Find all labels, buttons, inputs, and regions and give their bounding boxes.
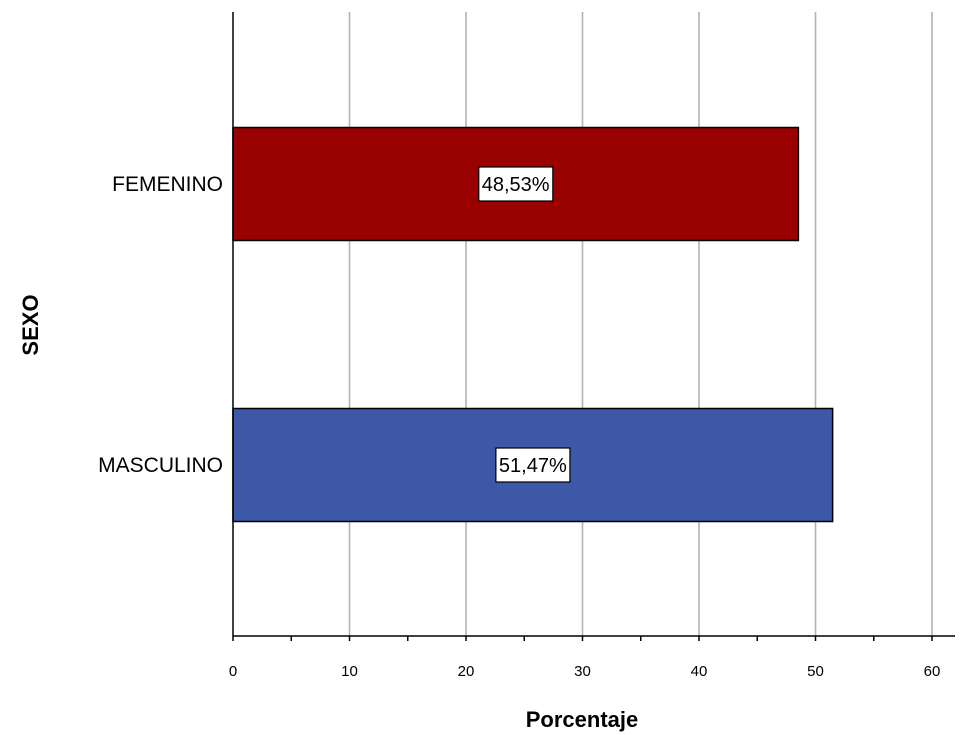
x-tick-label: 40 (691, 663, 708, 680)
x-tick-label: 0 (229, 663, 237, 680)
x-ticks: 0 10 20 30 40 50 60 (229, 636, 941, 680)
axes (232, 12, 955, 637)
y-axis-title: SEXO (18, 294, 43, 355)
data-label: 51,47% (495, 447, 571, 483)
x-tick-label: 20 (458, 663, 475, 680)
data-label-box (478, 166, 554, 202)
data-label-text: 48,53% (482, 174, 550, 196)
category-label: MASCULINO (98, 454, 223, 477)
x-tick-label: 60 (924, 663, 941, 680)
x-tick-label: 30 (574, 663, 591, 680)
x-tick-label: 50 (807, 663, 824, 680)
category-labels: FEMENINO MASCULINO (98, 173, 223, 477)
bar (232, 126, 800, 242)
data-labels: 48,53% 51,47% (478, 166, 571, 483)
grid-lines (348, 12, 933, 636)
x-tick-label: 10 (341, 663, 358, 680)
x-axis-title: Porcentaje (526, 707, 639, 732)
data-label-box (495, 447, 571, 483)
category-label: FEMENINO (112, 173, 223, 196)
data-label-text: 51,47% (499, 455, 567, 477)
data-label: 48,53% (478, 166, 554, 202)
